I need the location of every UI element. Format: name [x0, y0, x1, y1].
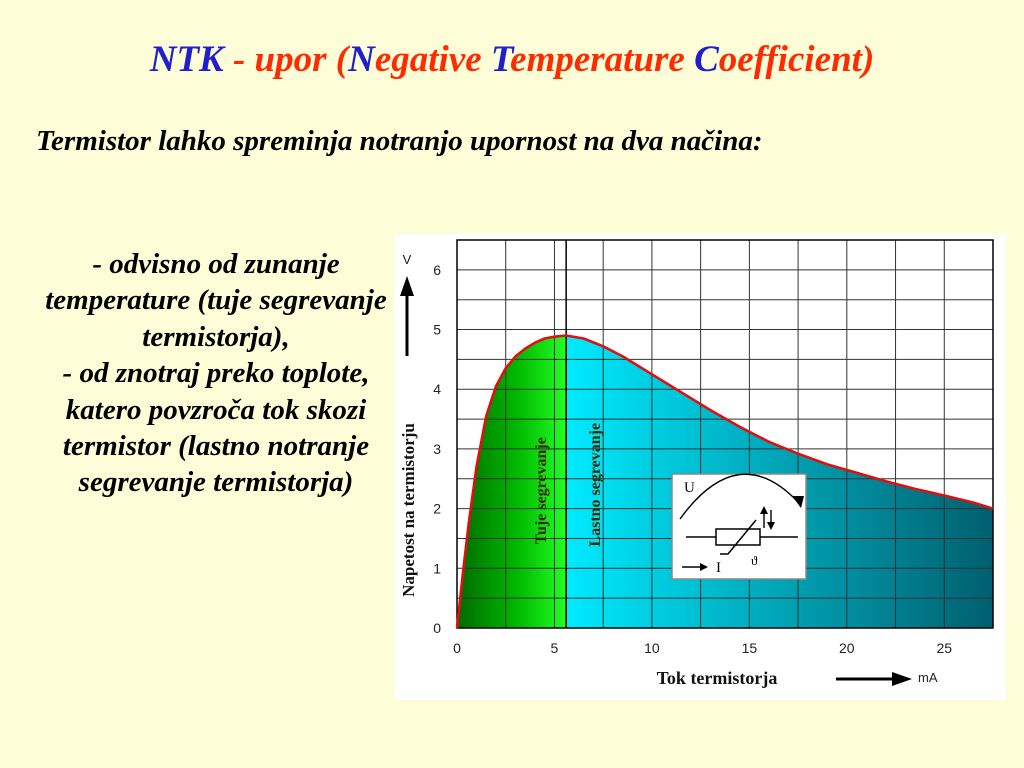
x-tick-label: 20 [839, 640, 855, 656]
series-line [455, 334, 994, 629]
y-tick-label: 2 [433, 501, 441, 517]
x-tick-label: 15 [742, 640, 758, 656]
chart-container: 0 5 10 15 20 25 0 1 2 3 4 5 6 V Napetost na termistorj… [394, 234, 1006, 700]
intro-text: Termistor lahko spreminja notranjo uporn… [36, 125, 763, 157]
title-part-2: N [348, 39, 375, 80]
region-external-heating [457, 335, 567, 628]
x-tick-label: 25 [936, 640, 952, 656]
y-tick-label: 1 [433, 560, 441, 576]
title-part-5: emperature [510, 39, 695, 80]
slide-title-text: NTK - upor (Negative Temperature Coeffic… [150, 39, 875, 80]
inset-label-i: I [716, 560, 721, 576]
ntc-characteristic-chart: 0 5 10 15 20 25 0 1 2 3 4 5 6 V Napetost na termistorj… [399, 239, 994, 688]
inset-arrow-up-head [760, 506, 768, 514]
y-axis-arrow-head [400, 276, 414, 296]
inset-temperature-symbol: ϑ [751, 553, 758, 568]
y-unit-label: V [403, 252, 412, 267]
x-unit-label: mA [918, 670, 938, 685]
x-tick-label: 0 [453, 640, 461, 656]
title-part-7: oefficient) [718, 39, 875, 80]
y-tick-label: 6 [433, 262, 441, 278]
title-part-3: egative [374, 39, 491, 80]
y-tick-label: 4 [433, 381, 441, 397]
y-axis-title: Napetost na termistorju [399, 423, 418, 597]
inset-voltage-arrowhead [792, 496, 804, 508]
x-axis-arrow-head [892, 672, 912, 686]
inset-voltage-arc [679, 473, 799, 520]
thermistor-slash [720, 519, 757, 555]
bullet-list: - odvisno od zunanje temperature (tuje s… [40, 246, 392, 501]
title-part-1: - upor ( [223, 39, 349, 80]
title-part-4: T [490, 39, 511, 80]
region-label-external: Tuje segrevanje [533, 437, 550, 544]
y-tick-label: 3 [433, 441, 441, 457]
bullet-external-heating: - odvisno od zunanje temperature (tuje s… [45, 248, 387, 353]
bullet-self-heating: - od znotraj preko toplote, katero povzr… [62, 357, 370, 499]
region-label-self: Lastno segrevanje [587, 423, 604, 547]
inset-current-arrow-head [700, 563, 708, 571]
slide-title: NTK - upor (Negative Temperature Coeffic… [0, 38, 1024, 81]
x-axis-title: Tok termistorja [657, 668, 778, 688]
title-part-6: C [694, 39, 719, 80]
x-tick-label: 10 [644, 640, 660, 656]
inset-circuit-symbol: U I ϑ [671, 473, 807, 580]
title-part-0: NTK [149, 39, 224, 80]
y-tick-label: 5 [433, 322, 441, 338]
inset-label-u: U [684, 480, 695, 496]
x-tick-label: 5 [551, 640, 559, 656]
inset-arrow-down-head [767, 522, 775, 530]
plot-frame [456, 239, 994, 629]
y-tick-label: 0 [433, 620, 441, 636]
